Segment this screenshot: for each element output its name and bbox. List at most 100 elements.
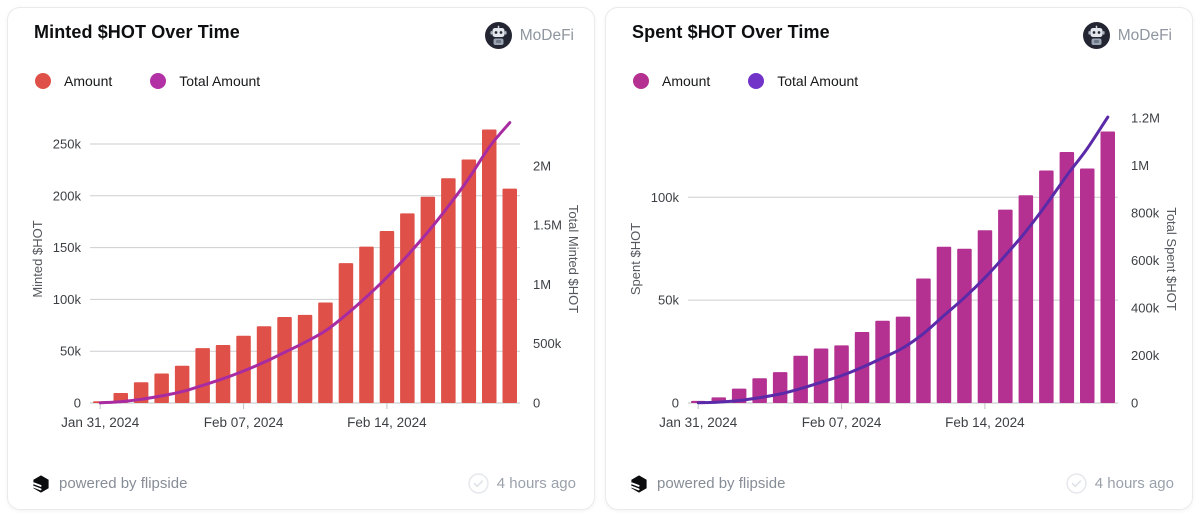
bar xyxy=(998,209,1013,403)
x-axis-tick-label: Jan 31, 2024 xyxy=(61,415,140,430)
powered-by-label: powered by flipside xyxy=(657,475,786,492)
right-axis-tick-label: 1.2M xyxy=(1131,110,1160,125)
bar xyxy=(297,314,313,403)
bar xyxy=(1080,168,1095,403)
powered-by-label: powered by flipside xyxy=(59,475,188,492)
card-header: Minted $HOT Over Time MoDeFi xyxy=(8,8,594,49)
left-axis-tick-label: 250k xyxy=(53,137,82,152)
right-axis-tick-label: 400k xyxy=(1131,301,1160,316)
right-axis-title: Total Minted $HOT xyxy=(566,205,581,313)
legend-item-total-amount[interactable]: Total Amount xyxy=(748,73,858,89)
right-axis-tick-label: 600k xyxy=(1131,253,1160,268)
right-axis-tick-label: 1M xyxy=(533,277,551,292)
legend-label: Amount xyxy=(662,73,711,89)
bar xyxy=(277,317,292,403)
powered-by-flipside-link[interactable]: powered by flipside xyxy=(32,474,188,493)
minted-chart: 0 50k 100k 150k 200k 250k 0 500k 1M 1.5M 2M Jan 31,… xyxy=(22,103,594,441)
bar xyxy=(916,278,931,403)
flipside-logo-icon xyxy=(32,474,50,493)
right-axis-tick-label: 800k xyxy=(1131,205,1160,220)
right-axis-tick-label: 500k xyxy=(533,336,562,351)
left-axis-tick-label: 0 xyxy=(74,396,81,411)
chart-svg: 0 50k 100k 0 200k 400k 600k 800k 1M 1.2M Jan 31, 2… xyxy=(628,110,1179,430)
bar xyxy=(813,348,829,403)
bar xyxy=(174,365,190,403)
legend-label: Amount xyxy=(64,73,113,89)
bar xyxy=(772,372,788,403)
left-axis-title: Minted $HOT xyxy=(30,220,45,297)
bar xyxy=(379,231,395,403)
bar xyxy=(482,129,497,403)
left-axis-tick-label: 150k xyxy=(53,240,82,255)
left-axis-tick-label: 200k xyxy=(53,188,82,203)
legend-dot-icon xyxy=(633,73,649,89)
chart-card-spent: Spent $HOT Over Time MoDeFi xyxy=(605,7,1193,510)
left-axis-tick-label: 100k xyxy=(651,190,680,205)
brand-modefi[interactable]: MoDeFi xyxy=(484,22,574,49)
bar xyxy=(318,302,333,403)
card-header: Spent $HOT Over Time MoDeFi xyxy=(606,8,1192,49)
card-footer: powered by flipside 4 hours ago xyxy=(8,473,594,509)
bar xyxy=(502,188,517,403)
right-axis-tick-label: 1.5M xyxy=(533,218,562,233)
left-axis-tick-label: 100k xyxy=(53,292,82,307)
bar xyxy=(936,246,952,403)
left-axis-tick-label: 0 xyxy=(672,396,679,411)
bar xyxy=(1018,195,1034,403)
bar xyxy=(359,246,374,403)
bar xyxy=(338,263,354,403)
x-axis-tick-label: Feb 14, 2024 xyxy=(347,415,427,430)
legend-item-amount[interactable]: Amount xyxy=(633,73,710,89)
bar xyxy=(1059,152,1075,403)
left-axis-tick-label: 50k xyxy=(60,344,81,359)
bar xyxy=(256,326,272,403)
bar xyxy=(195,348,210,403)
bar xyxy=(420,196,436,403)
powered-by-flipside-link[interactable]: powered by flipside xyxy=(630,474,786,493)
check-circle-icon xyxy=(468,473,489,494)
x-axis-tick-label: Jan 31, 2024 xyxy=(659,415,738,430)
legend-item-total-amount[interactable]: Total Amount xyxy=(150,73,260,89)
legend-item-amount[interactable]: Amount xyxy=(35,73,112,89)
chart-title-spent: Spent $HOT Over Time xyxy=(632,22,830,42)
left-axis-title: Spent $HOT xyxy=(628,223,643,295)
bar xyxy=(1039,170,1054,403)
total-line xyxy=(98,121,512,405)
total-line xyxy=(696,115,1110,405)
card-footer: powered by flipside 4 hours ago xyxy=(606,473,1192,509)
bar xyxy=(895,316,911,403)
bar xyxy=(1100,131,1115,403)
legend-dot-icon xyxy=(35,73,51,89)
modefi-avatar-icon xyxy=(484,22,512,49)
legend-dot-icon xyxy=(150,73,167,89)
bar xyxy=(875,320,890,403)
bar xyxy=(793,355,808,403)
right-axis-title: Total Spent $HOT xyxy=(1164,207,1179,310)
x-axis-tick-label: Feb 07, 2024 xyxy=(204,415,284,430)
chart-svg: 0 50k 100k 150k 200k 250k 0 500k 1M 1.5M 2M Jan 31,… xyxy=(30,121,581,430)
bar xyxy=(441,178,456,403)
right-axis-tick-label: 2M xyxy=(533,159,551,174)
updated-label: 4 hours ago xyxy=(496,475,576,492)
legend: Amount Total Amount xyxy=(35,73,594,89)
bar xyxy=(400,213,415,403)
legend-dot-icon xyxy=(748,73,765,89)
bar xyxy=(154,373,169,403)
bar xyxy=(236,335,251,403)
legend-label: Total Amount xyxy=(777,73,859,89)
bar xyxy=(215,345,231,403)
chart-card-minted: Minted $HOT Over Time MoDeFi xyxy=(7,7,595,510)
left-axis-tick-label: 50k xyxy=(658,293,679,308)
x-axis-tick-label: Feb 14, 2024 xyxy=(945,415,1025,430)
legend-label: Total Amount xyxy=(179,73,261,89)
chart-title-minted: Minted $HOT Over Time xyxy=(34,22,240,42)
brand-name: MoDeFi xyxy=(519,26,574,44)
brand-modefi[interactable]: MoDeFi xyxy=(1082,22,1172,49)
brand-name: MoDeFi xyxy=(1117,26,1172,44)
right-axis-tick-label: 200k xyxy=(1131,348,1160,363)
right-axis-tick-label: 0 xyxy=(1131,396,1138,411)
last-updated: 4 hours ago xyxy=(468,473,576,494)
right-axis-tick-label: 0 xyxy=(533,396,540,411)
bar xyxy=(977,230,993,403)
